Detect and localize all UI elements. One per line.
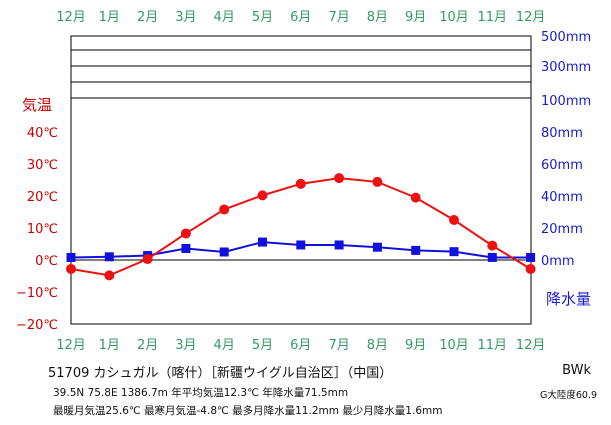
temp-tick-label: 0℃ — [35, 254, 58, 269]
temp-tick-label: 20℃ — [27, 190, 58, 205]
precipitation-point — [334, 240, 344, 250]
month-label-bottom: 5月 — [252, 338, 273, 353]
temperature-point — [449, 215, 459, 225]
station-extremes: 最暖月気温25.6℃ 最寒月気温-4.8℃ 最多月降水量11.2mm 最少月降水… — [53, 405, 443, 417]
month-label-top: 12月 — [56, 10, 86, 25]
month-label-bottom: 11月 — [478, 338, 508, 353]
precip-tick-label: 300mm — [541, 60, 591, 75]
month-label-top: 1月 — [99, 10, 120, 25]
temp-tick-label: −20℃ — [16, 318, 58, 333]
temperature-point — [525, 263, 536, 274]
month-label-bottom: 7月 — [328, 338, 349, 353]
precipitation-point — [181, 243, 191, 253]
precipitation-point — [258, 237, 267, 247]
precipitation-point — [487, 252, 497, 262]
precip-tick-labels: 500mm 300mm 100mm 80mm 60mm 40mm 20mm 0mm — [541, 30, 591, 269]
precip-tick-label: 40mm — [541, 190, 583, 205]
month-label-bottom: 8月 — [367, 338, 388, 353]
temp-tick-label: −10℃ — [16, 286, 58, 301]
precipitation-point — [104, 252, 114, 262]
precipitation-point — [66, 252, 76, 262]
precip-axis-title: 降水量 — [546, 291, 591, 308]
month-label-bottom: 4月 — [214, 338, 235, 353]
month-label-bottom: 1月 — [99, 338, 120, 353]
precip-tick-label: 20mm — [541, 222, 583, 237]
temperature-point — [372, 176, 383, 187]
temperature-point — [257, 190, 268, 201]
month-label-bottom: 9月 — [405, 338, 426, 353]
month-label-bottom: 12月 — [516, 338, 546, 353]
precip-tick-label: 500mm — [541, 30, 591, 45]
precipitation-point — [526, 252, 536, 262]
temperature-point — [142, 254, 153, 265]
month-labels-bottom: 12月 1月 2月 3月 4月 5月 6月 7月 8月 9月 10月 11月 12月 — [56, 338, 545, 353]
precipitation-point — [372, 242, 382, 252]
precip-tick-label: 100mm — [541, 94, 591, 109]
precipitation-point — [296, 240, 306, 250]
temperature-point — [334, 173, 345, 184]
month-label-bottom: 6月 — [290, 338, 311, 353]
month-label-bottom: 3月 — [175, 338, 196, 353]
month-label-top: 6月 — [290, 10, 311, 25]
temp-tick-label: 30℃ — [27, 158, 58, 173]
temp-axis-title: 気温 — [22, 97, 52, 114]
temperature-line — [70, 177, 532, 277]
continentality-index: G大陸度60.9 — [539, 390, 597, 401]
station-title: 51709 カシュガル（喀什）［新疆ウイグル自治区］（中国） — [48, 366, 393, 381]
precip-tick-label: 60mm — [541, 158, 583, 173]
month-label-top: 9月 — [405, 10, 426, 25]
month-label-bottom: 10月 — [439, 338, 469, 353]
precipitation-point — [411, 245, 421, 255]
month-label-top: 10月 — [439, 10, 469, 25]
month-label-top: 2月 — [137, 10, 158, 25]
temperature-point — [295, 178, 306, 189]
precipitation-point — [219, 247, 229, 257]
temperature-point — [180, 228, 191, 239]
month-label-top: 4月 — [214, 10, 235, 25]
temperature-point — [66, 263, 76, 274]
temp-tick-label: 40℃ — [27, 126, 58, 141]
month-labels-top: 12月 1月 2月 3月 4月 5月 6月 7月 8月 9月 10月 11月 12月 — [56, 10, 545, 25]
temperature-point — [219, 204, 230, 215]
month-label-top: 7月 — [328, 10, 349, 25]
data-series — [66, 173, 536, 281]
temperature-point — [104, 270, 115, 281]
precip-tick-label: 80mm — [541, 126, 583, 141]
month-label-top: 11月 — [478, 10, 508, 25]
temp-tick-label: 10℃ — [27, 222, 58, 237]
temp-tick-labels: 40℃ 30℃ 20℃ 10℃ 0℃ −10℃ −20℃ — [16, 126, 58, 333]
month-label-bottom: 12月 — [56, 338, 86, 353]
month-label-top: 8月 — [367, 10, 388, 25]
plot-frame — [70, 35, 532, 325]
month-label-top: 5月 — [252, 10, 273, 25]
precip-tick-label: 0mm — [541, 254, 575, 269]
temperature-point — [410, 192, 421, 203]
precipitation-point — [449, 247, 459, 257]
climate-class: BWk — [562, 363, 591, 378]
station-summary: 39.5N 75.8E 1386.7m 年平均気温12.3℃ 年降水量71.5m… — [53, 387, 349, 399]
month-label-bottom: 2月 — [137, 338, 158, 353]
temperature-point — [487, 240, 498, 251]
month-label-top: 12月 — [516, 10, 546, 25]
month-label-top: 3月 — [175, 10, 196, 25]
